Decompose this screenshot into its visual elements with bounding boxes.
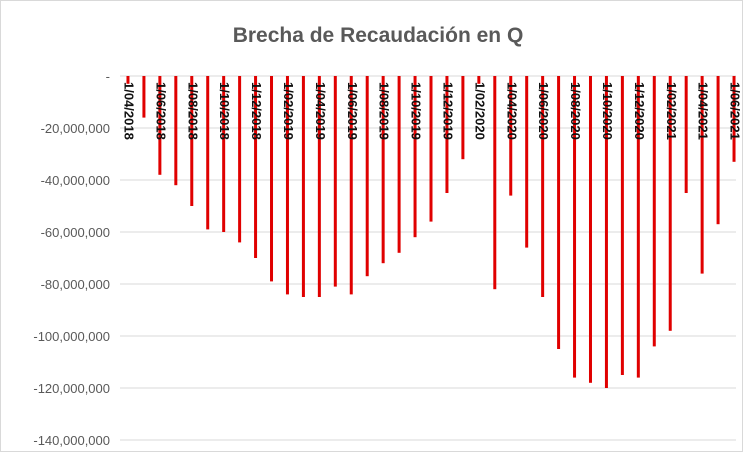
y-tick-label: -120,000,000: [33, 381, 110, 396]
x-tick-label: 1/12/2019: [441, 82, 456, 140]
bar: [604, 76, 608, 388]
bar: [365, 76, 369, 277]
bar: [588, 76, 592, 383]
x-tick-label: 1/06/2021: [728, 82, 743, 140]
bar: [238, 76, 242, 243]
bar: [206, 76, 210, 230]
bar: [525, 76, 529, 248]
y-tick-label: -100,000,000: [33, 329, 110, 344]
x-tick-label: 1/06/2018: [153, 82, 168, 140]
x-tick-label: 1/04/2020: [504, 82, 519, 140]
bar: [158, 76, 162, 175]
x-tick-label: 1/12/2018: [249, 82, 264, 140]
y-tick-label: -60,000,000: [41, 225, 110, 240]
bar: [573, 76, 577, 378]
bar: [732, 76, 736, 162]
bar: [413, 76, 417, 238]
x-tick-label: 1/04/2018: [122, 82, 137, 140]
bar: [493, 76, 497, 290]
chart-title: Brecha de Recaudación en Q: [233, 24, 524, 47]
x-tick-label: 1/02/2021: [664, 82, 679, 140]
x-tick-label: 1/02/2020: [472, 82, 487, 140]
y-tick-label: -20,000,000: [41, 121, 110, 136]
bar: [445, 76, 449, 193]
bar: [636, 76, 640, 378]
bar: [222, 76, 226, 232]
x-tick-label: 1/08/2020: [568, 82, 583, 140]
bar: [381, 76, 385, 264]
bar: [557, 76, 561, 349]
bar: [301, 76, 305, 297]
bar: [461, 76, 465, 160]
bar: [142, 76, 146, 118]
x-tick-label: 1/10/2018: [217, 82, 232, 140]
bar: [349, 76, 353, 295]
bar: [317, 76, 321, 297]
x-tick-label: 1/10/2019: [409, 82, 424, 140]
bar: [684, 76, 688, 193]
bar: [700, 76, 704, 274]
x-tick-label: 1/06/2020: [536, 82, 551, 140]
bar: [397, 76, 401, 253]
y-tick-label: -140,000,000: [33, 433, 110, 448]
bar: [174, 76, 178, 186]
bar: [477, 76, 481, 84]
x-tick-label: 1/12/2020: [632, 82, 647, 140]
bar: [270, 76, 274, 282]
bar: [541, 76, 545, 297]
bar: [509, 76, 513, 196]
y-tick-label: -: [106, 69, 110, 84]
bar: [668, 76, 672, 331]
x-tick-label: 1/10/2020: [600, 82, 615, 140]
x-tick-label: 1/04/2019: [313, 82, 328, 140]
bar: [126, 76, 130, 84]
bar: [620, 76, 624, 375]
x-tick-label: 1/06/2019: [345, 82, 360, 140]
bar: [716, 76, 720, 225]
x-tick-label: 1/02/2019: [281, 82, 296, 140]
x-tick-label: 1/08/2018: [185, 82, 200, 140]
y-tick-label: -40,000,000: [41, 173, 110, 188]
bar: [254, 76, 258, 258]
bar: [285, 76, 289, 295]
y-tick-label: -80,000,000: [41, 277, 110, 292]
bar: [190, 76, 194, 206]
bar: [652, 76, 656, 347]
x-tick-label: 1/04/2021: [696, 82, 711, 140]
bar: [429, 76, 433, 222]
x-tick-label: 1/08/2019: [377, 82, 392, 140]
bar: [333, 76, 337, 287]
